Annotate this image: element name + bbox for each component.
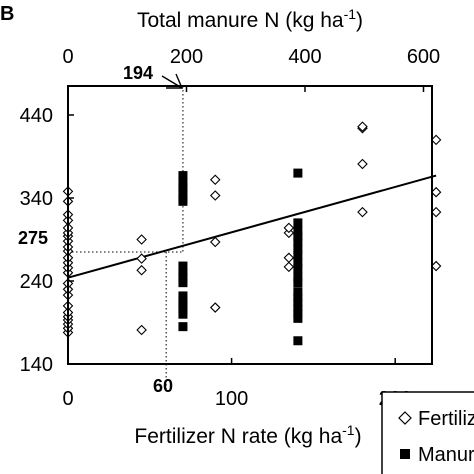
fertilizer-point: [136, 324, 147, 336]
fertilizer-point: [283, 261, 295, 273]
bottom-tick-label: 0: [62, 388, 73, 410]
data-points: [62, 121, 442, 346]
manure-point: [178, 273, 188, 283]
top-tick-label: 0: [62, 46, 73, 68]
fertilizer-point: [283, 252, 295, 264]
bottom-axis-title-close: ): [355, 425, 362, 448]
fertilizer-point: [430, 134, 442, 146]
legend-manure-label: Manure: [418, 444, 474, 466]
fertilizer-point: [136, 234, 147, 245]
legend: Fertilizer Manure: [381, 391, 474, 474]
manure-point: [178, 291, 188, 301]
fertilizer-point: [136, 253, 147, 264]
manure-point: [178, 322, 188, 332]
legend-manure-marker-icon: [400, 449, 410, 459]
bottom-tick-label: 100: [215, 388, 248, 410]
bottom-axis-title: Fertilizer N rate (kg ha-1): [134, 422, 361, 448]
manure-point: [293, 168, 303, 178]
manure-point: [178, 278, 188, 288]
manure-point: [178, 297, 188, 307]
manure-point: [293, 231, 303, 241]
fertilizer-point: [209, 236, 221, 248]
top-axis-title-close: ): [356, 9, 363, 32]
fertilizer-point: [430, 206, 442, 218]
fertilizer-point: [357, 206, 368, 218]
fertilizer-point: [209, 302, 221, 313]
manure-point: [178, 178, 188, 188]
fertilizer-optimum-label: 60: [153, 376, 173, 396]
manure-point: [293, 336, 303, 346]
top-axis-title-sup: -1: [344, 6, 357, 22]
manure-point: [293, 303, 303, 313]
fertilizer-point: [430, 260, 442, 272]
top-tick-label: 400: [288, 46, 321, 68]
manure-point: [293, 250, 303, 260]
y-tick-label: 240: [20, 271, 53, 293]
fertilizer-point: [357, 121, 368, 132]
regression-line-segment: [67, 174, 437, 279]
fertilizer-point: [209, 174, 221, 186]
fertilizer-point: [283, 222, 295, 234]
plot-frame: [67, 85, 433, 365]
manure-point: [293, 237, 303, 247]
manure-point: [293, 258, 303, 268]
fertilizer-point: [357, 158, 368, 170]
manure-point: [178, 189, 188, 199]
manure-point: [293, 298, 303, 308]
fertilizer-point: [430, 186, 442, 198]
manure-point: [293, 313, 303, 323]
manure-point: [293, 278, 303, 288]
legend-box: [381, 391, 474, 474]
manure-point: [178, 171, 188, 181]
legend-fertilizer-marker-icon: [398, 411, 412, 425]
yield-optimum-label: 275: [18, 228, 48, 248]
y-tick-label: 440: [20, 105, 53, 127]
panel-label: B: [0, 3, 14, 25]
manure-point: [293, 287, 303, 297]
regression-line: [67, 174, 437, 279]
y-tick-label: 340: [20, 188, 53, 210]
guide-lines: [68, 86, 184, 392]
manure-point: [293, 264, 303, 274]
manure-optimum-label: 194: [123, 63, 153, 83]
manure-point: [293, 272, 303, 282]
bottom-axis-title-text: Fertilizer N rate (kg ha: [134, 425, 342, 448]
top-tick-label: 200: [170, 46, 203, 68]
manure-point: [293, 226, 303, 236]
manure-point: [293, 244, 303, 254]
top-axis-title: Total manure N (kg ha-1): [137, 6, 363, 32]
manure-optimum-arrow-icon: [161, 73, 184, 89]
fertilizer-point: [136, 264, 147, 276]
bottom-axis-title-sup: -1: [342, 422, 355, 438]
fertilizer-point: [209, 190, 221, 201]
top-axis-title-text: Total manure N (kg ha: [137, 9, 344, 32]
manure-point: [178, 268, 188, 278]
axis-ticks: [67, 86, 425, 365]
y-tick-label: 140: [20, 354, 53, 376]
manure-point: [293, 308, 303, 318]
legend-fertilizer-label: Fertilizer: [418, 408, 474, 430]
tick-labels: 14024034044002004006000100200: [20, 46, 441, 410]
manure-point: [178, 261, 188, 271]
manure-point: [293, 218, 303, 228]
manure-point: [293, 293, 303, 303]
manure-point: [178, 309, 188, 319]
top-tick-label: 600: [407, 46, 440, 68]
